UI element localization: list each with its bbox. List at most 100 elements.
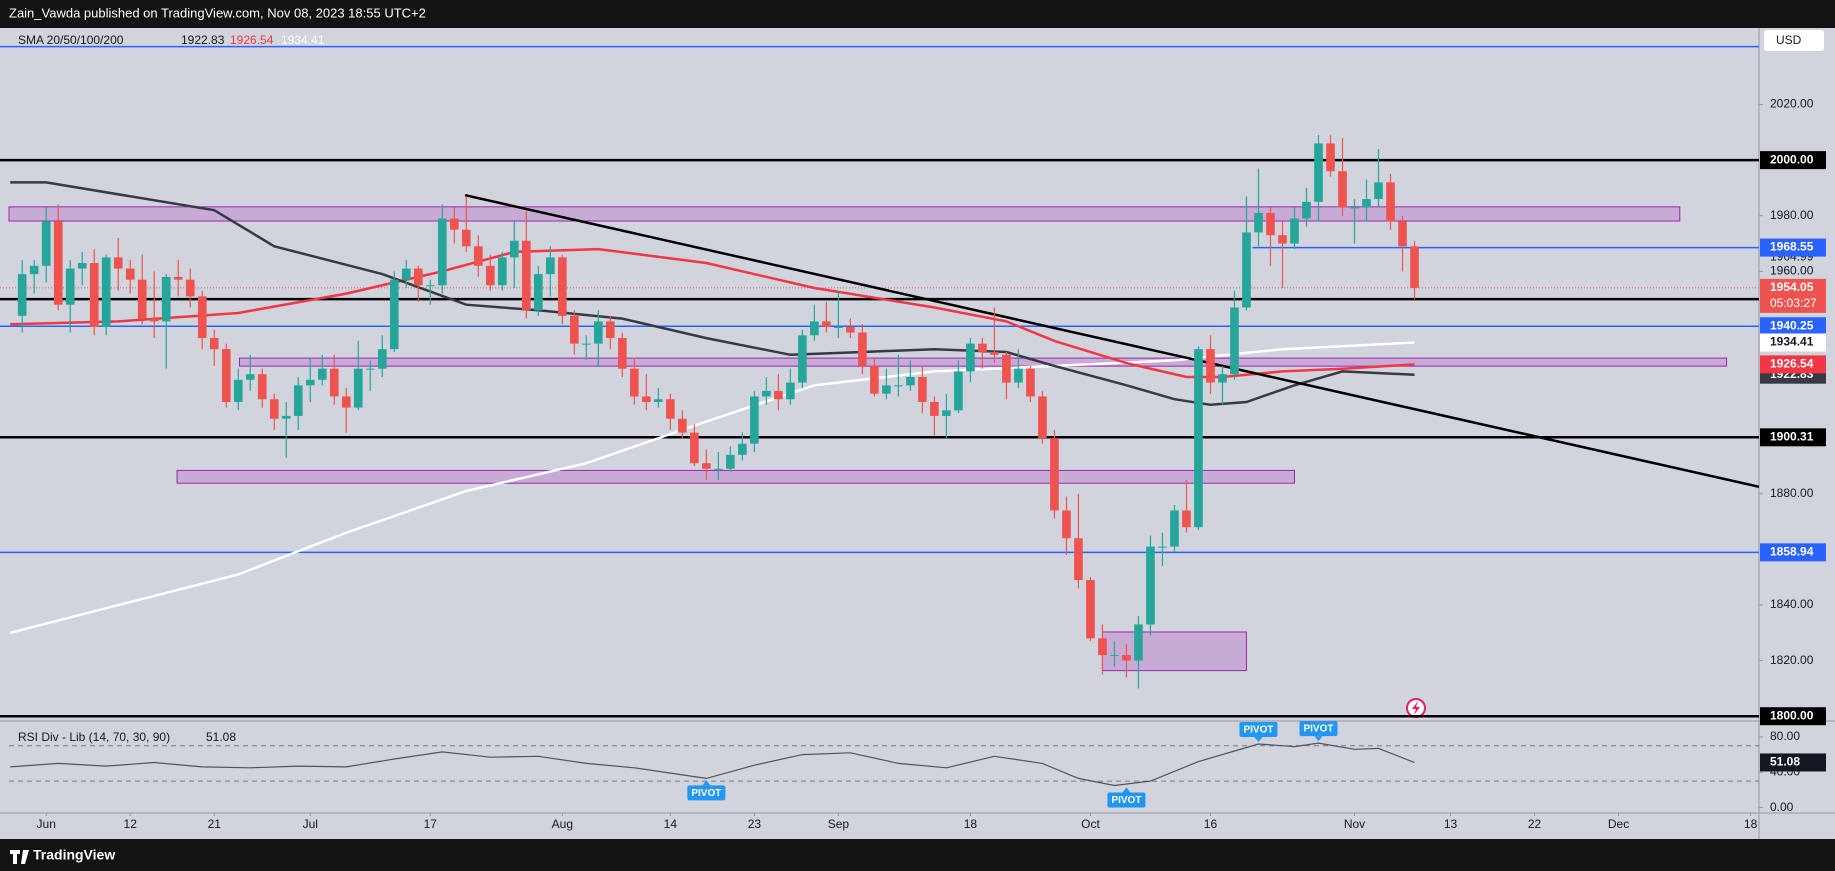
pivot-pointer (702, 780, 711, 786)
candle-body (161, 276, 171, 322)
legend-value: 1922.83 (181, 33, 225, 47)
candle-body (137, 279, 147, 319)
x-tick-label: 18 (964, 817, 978, 831)
candle-body (1230, 307, 1239, 375)
alert-bolt[interactable] (1412, 701, 1420, 715)
candle-body (305, 379, 315, 386)
x-tick-label: 21 (208, 817, 222, 831)
price-badge-label: 1934.41 (1770, 335, 1814, 349)
candle-body (1206, 349, 1215, 383)
price-badge (1760, 428, 1826, 447)
candle-body (690, 432, 699, 464)
currency-button[interactable] (1764, 30, 1824, 51)
candle-body (173, 276, 183, 280)
candle-body (329, 368, 339, 397)
candle-body (1326, 143, 1335, 172)
candle-body (53, 221, 63, 305)
price-badge (1760, 707, 1826, 726)
candle-body (1374, 182, 1383, 200)
candle-body (1278, 235, 1287, 244)
plot-layer (0, 45, 1759, 718)
candle-body (978, 343, 987, 352)
x-tick-label: 13 (1444, 817, 1458, 831)
candle-body (1002, 354, 1011, 383)
pivot-pointer (1254, 736, 1263, 742)
candle-body (437, 218, 447, 286)
legend-value: 1934.41 (281, 33, 325, 47)
trendline (464, 193, 1759, 489)
legend-label: SMA 20/50/100/200 (18, 33, 124, 47)
candle-body (1062, 510, 1071, 539)
candle-body (954, 371, 963, 411)
price-badge-label: 1954.05 (1770, 280, 1814, 294)
price-badge-label: 1800.00 (1770, 708, 1814, 722)
candle-body (630, 368, 639, 397)
candle-body (65, 268, 75, 305)
x-tick-label: 17 (424, 817, 438, 831)
candle-body (413, 268, 423, 286)
pivot-box (1299, 721, 1338, 737)
main-pane (0, 45, 1759, 718)
price-badge (1760, 333, 1826, 352)
x-tick-label: Oct (1081, 817, 1100, 831)
rsi-legend-value: 51.08 (206, 730, 236, 744)
candle-body (930, 402, 939, 416)
candle-body (1026, 368, 1035, 397)
pivot-pointer (1314, 736, 1323, 742)
x-tick-label: 14 (664, 817, 678, 831)
candle-body (401, 268, 411, 280)
candle-body (425, 285, 435, 287)
candle-body (918, 377, 927, 403)
price-badge (1760, 543, 1826, 562)
price-badge (1760, 278, 1826, 313)
candle-body (738, 443, 747, 455)
candle-body (485, 265, 495, 286)
candle-body (942, 410, 951, 416)
x-tick-label: 18 (1744, 817, 1758, 831)
candle-body (77, 263, 87, 269)
candle-body (894, 385, 903, 387)
candle-body (461, 229, 471, 247)
candle-body (762, 390, 771, 397)
rsi-tick-label: 0.00 (1770, 800, 1794, 814)
x-tick-label: 22 (1528, 817, 1542, 831)
candle-body (1242, 232, 1251, 308)
pivot-label: PIVOT (1303, 724, 1333, 735)
candle-body (29, 265, 39, 275)
candle-body (1146, 546, 1155, 625)
y-tick-label: 1980.00 (1770, 208, 1814, 222)
pivot-box (687, 785, 726, 801)
x-tick-label: Dec (1608, 817, 1629, 831)
y-tick-label: 1820.00 (1770, 653, 1814, 667)
candle-body (1074, 538, 1083, 580)
candle-body (882, 385, 891, 394)
zone (8, 206, 1681, 222)
candle-body (702, 463, 711, 469)
candle-body (1254, 212, 1263, 233)
candle-body (1350, 207, 1359, 209)
alert-icon[interactable] (1406, 698, 1426, 718)
y-tick-label: 1840.00 (1770, 597, 1814, 611)
price-badge-label: 1900.31 (1770, 429, 1814, 443)
price-badge-label: 1968.55 (1770, 240, 1814, 254)
brand-name: TradingView (33, 847, 115, 863)
x-tick-label: 23 (748, 817, 762, 831)
countdown: 05:03:27 (1770, 296, 1817, 310)
candle-body (1314, 143, 1323, 202)
candle-body (1194, 349, 1203, 528)
candle-body (534, 274, 543, 311)
candle-body (582, 343, 591, 345)
candle-body (606, 321, 615, 339)
x-tick-label: 16 (1204, 817, 1218, 831)
candle-body (906, 377, 915, 386)
candle-body (1302, 201, 1311, 219)
candle-body (570, 315, 579, 344)
y-tick-label: 2020.00 (1770, 97, 1814, 111)
pivot-box (1239, 721, 1278, 737)
currency-label[interactable]: USD (1776, 33, 1802, 47)
candle-body (221, 349, 231, 403)
candle-body (497, 257, 507, 286)
candle-body (750, 396, 759, 444)
